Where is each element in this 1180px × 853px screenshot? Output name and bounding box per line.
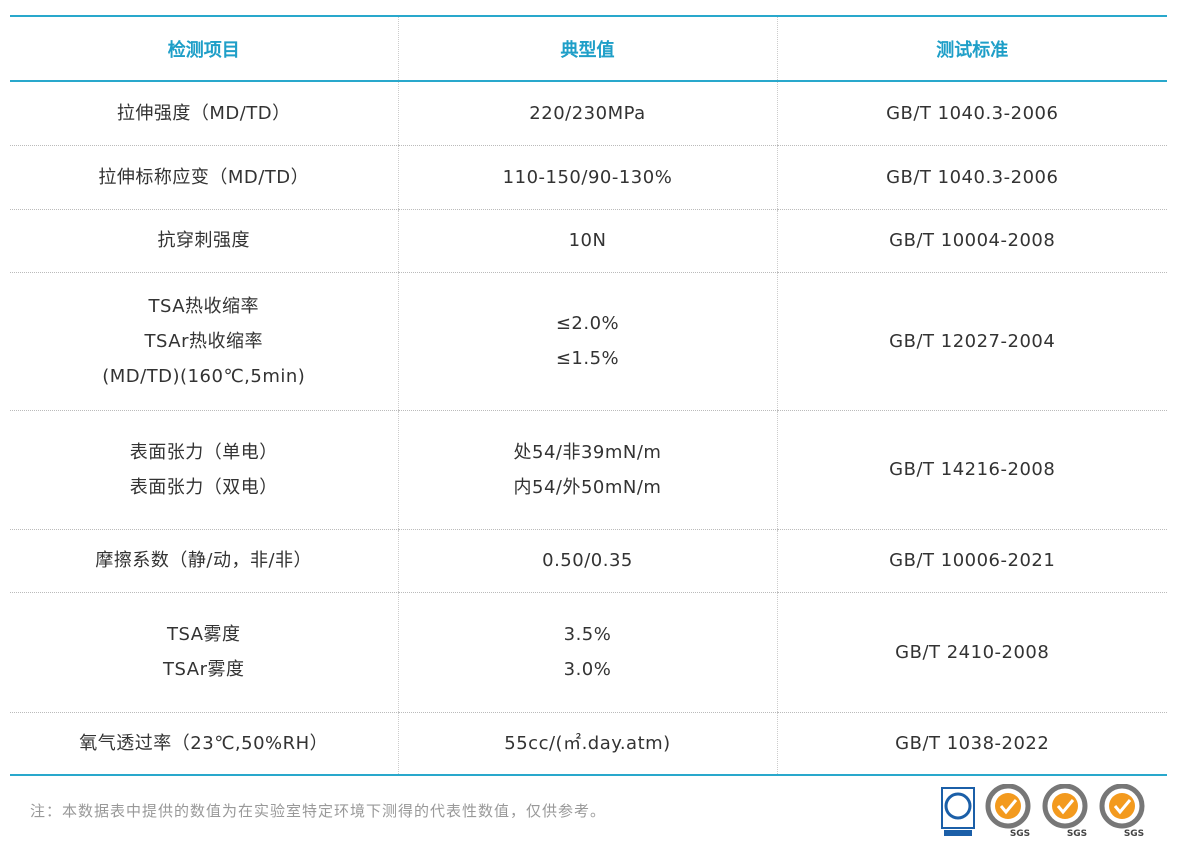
table-row: 拉伸强度（MD/TD） 220/230MPa GB/T 1040.3-2006 bbox=[10, 81, 1167, 146]
sgs-logo: SGS bbox=[1099, 784, 1145, 839]
cell-line: 表面张力（双电） bbox=[129, 476, 278, 498]
table-row: 表面张力（单电） 表面张力（双电） 处54/非39mN/m 内54/外50mN/m GB… bbox=[10, 410, 1167, 530]
cell-line: 抗穿刺强度 bbox=[157, 230, 250, 251]
header-cell: 测试标准 bbox=[776, 15, 1167, 82]
table-row: TSA雾度 TSAr雾度 3.5% 3.0% GB/T 2410-2008 bbox=[10, 592, 1167, 713]
cell-line: 220/230MPa bbox=[529, 102, 646, 124]
cell-line: 拉伸强度（MD/TD） bbox=[116, 102, 291, 124]
table-cell: 氧气透过率（23℃,50%RH） bbox=[10, 712, 398, 776]
cell-line: 0.50/0.35 bbox=[542, 550, 633, 571]
logo-core bbox=[1109, 793, 1135, 819]
cell-line: TSA热收缩率 bbox=[148, 295, 260, 317]
qs-logo bbox=[941, 787, 975, 836]
cell-line: 处54/非39mN/m bbox=[513, 441, 662, 463]
logo-check bbox=[999, 799, 1018, 815]
table-cell: TSA雾度 TSAr雾度 bbox=[10, 592, 398, 713]
sgs-logo: SGS bbox=[1042, 784, 1088, 839]
logo-check bbox=[1113, 799, 1132, 815]
table-cell: 拉伸标称应变（MD/TD） bbox=[10, 145, 398, 210]
cell-line: 摩擦系数（静/动，非/非） bbox=[95, 550, 313, 571]
header-cell: 检测项目 bbox=[10, 15, 398, 82]
cell-line: 55cc/(㎡.day.atm) bbox=[504, 732, 671, 754]
spec-table: 检测项目 典型值 测试标准 拉伸强度（MD/TD） 220/230MPa GB/T 10… bbox=[10, 15, 1167, 776]
table-cell: 220/230MPa bbox=[397, 81, 777, 146]
cell-line: TSAr热收缩率 bbox=[144, 330, 263, 352]
table-cell: GB/T 1040.3-2006 bbox=[776, 81, 1167, 146]
cell-line: GB/T 1040.3-2006 bbox=[886, 102, 1059, 124]
cell-line: 10N bbox=[568, 230, 607, 251]
cell-line: 内54/外50mN/m bbox=[513, 476, 662, 498]
table-cell: GB/T 14216-2008 bbox=[776, 410, 1167, 530]
cell-line: GB/T 10004-2008 bbox=[889, 230, 1056, 251]
cell-line: GB/T 1040.3-2006 bbox=[886, 166, 1059, 188]
cell-line: GB/T 14216-2008 bbox=[889, 459, 1056, 480]
logo-label: SGS bbox=[1010, 829, 1030, 839]
table-row: 抗穿刺强度 10N GB/T 10004-2008 bbox=[10, 209, 1167, 273]
logo-label: SGS bbox=[1067, 829, 1087, 839]
cell-line: GB/T 10006-2021 bbox=[889, 550, 1056, 571]
table-cell: 3.5% 3.0% bbox=[397, 592, 777, 713]
table-cell: GB/T 2410-2008 bbox=[776, 592, 1167, 713]
table-cell: 抗穿刺强度 bbox=[10, 209, 398, 273]
table-cell: 摩擦系数（静/动，非/非） bbox=[10, 529, 398, 593]
table-cell: GB/T 1038-2022 bbox=[776, 712, 1167, 776]
logo-check bbox=[1056, 799, 1075, 815]
table-row: 氧气透过率（23℃,50%RH） 55cc/(㎡.day.atm) GB/T 103… bbox=[10, 712, 1167, 776]
cell-line: 拉伸标称应变（MD/TD） bbox=[98, 166, 310, 188]
table-cell: 表面张力（单电） 表面张力（双电） bbox=[10, 410, 398, 530]
header-cell: 典型值 bbox=[397, 15, 777, 82]
table-cell: ≤2.0% ≤1.5% bbox=[397, 272, 777, 411]
table-row: 摩擦系数（静/动，非/非） 0.50/0.35 GB/T 10006-2021 bbox=[10, 529, 1167, 593]
table-cell: 55cc/(㎡.day.atm) bbox=[397, 712, 777, 776]
cell-line: TSAr雾度 bbox=[163, 659, 245, 680]
table-cell: 拉伸强度（MD/TD） bbox=[10, 81, 398, 146]
table-cell: GB/T 12027-2004 bbox=[776, 272, 1167, 411]
cell-line: GB/T 12027-2004 bbox=[889, 330, 1056, 352]
table-row: TSA热收缩率 TSAr热收缩率 (MD/TD)(160℃,5min) ≤2.0% ≤1… bbox=[10, 272, 1167, 411]
cell-line: GB/T 2410-2008 bbox=[895, 641, 1050, 663]
table-cell: GB/T 1040.3-2006 bbox=[776, 145, 1167, 210]
table-cell: 处54/非39mN/m 内54/外50mN/m bbox=[397, 410, 777, 530]
cell-line: 3.5% bbox=[563, 624, 612, 645]
table-cell: 10N bbox=[397, 209, 777, 273]
cell-line: 110-150/90-130% bbox=[502, 166, 673, 188]
table-cell: GB/T 10004-2008 bbox=[776, 209, 1167, 273]
cell-line: ≤2.0% bbox=[555, 313, 620, 334]
cell-line: 3.0% bbox=[563, 659, 612, 680]
table-cell: 0.50/0.35 bbox=[397, 529, 777, 593]
logo-label: SGS bbox=[1124, 829, 1144, 839]
table-cell: TSA热收缩率 TSAr热收缩率 (MD/TD)(160℃,5min) bbox=[10, 272, 398, 411]
cell-line: ≤1.5% bbox=[555, 348, 620, 369]
cell-line: TSA雾度 bbox=[166, 624, 241, 645]
cell-line: GB/T 1038-2022 bbox=[895, 732, 1050, 754]
cell-line: 表面张力（单电） bbox=[129, 441, 278, 463]
table-cell: GB/T 10006-2021 bbox=[776, 529, 1167, 593]
cert-logos: SGS SGS SGS bbox=[941, 784, 1145, 839]
cell-line: 氧气透过率（23℃,50%RH） bbox=[79, 732, 329, 754]
table-row: 拉伸标称应变（MD/TD） 110-150/90-130% GB/T 1040.3-… bbox=[10, 145, 1167, 210]
logo-core bbox=[995, 793, 1021, 819]
sgs-logo: SGS bbox=[985, 784, 1031, 839]
table-cell: 110-150/90-130% bbox=[397, 145, 777, 210]
cell-line: (MD/TD)(160℃,5min) bbox=[102, 365, 306, 387]
footnote: 注：本数据表中提供的数值为在实验室特定环境下测得的代表性数值，仅供参考。 bbox=[30, 802, 607, 820]
header-row: 检测项目 典型值 测试标准 bbox=[10, 15, 1167, 82]
logo-core bbox=[1052, 793, 1078, 819]
